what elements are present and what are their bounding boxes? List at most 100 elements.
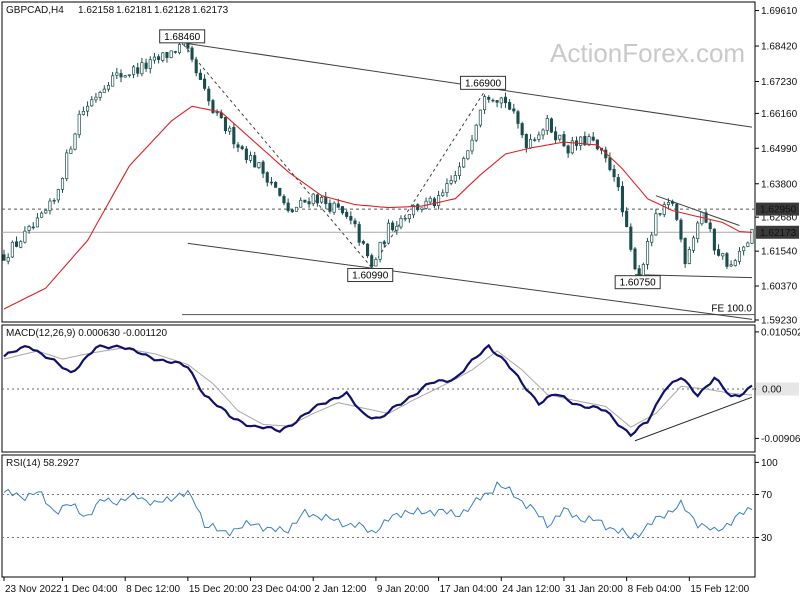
- candle-body: [386, 222, 390, 244]
- candle-body: [357, 224, 361, 243]
- candle-body: [23, 230, 27, 243]
- price-annotation-box: [159, 29, 206, 44]
- x-tick-label: 23 Nov 2022: [5, 584, 62, 595]
- macd-signal-line: [3, 347, 753, 428]
- candle-body: [27, 226, 31, 231]
- candle-body: [81, 111, 85, 115]
- price-annotation-label: 1.68460: [164, 32, 201, 43]
- price-trendline-fib-dashed: [183, 44, 373, 268]
- candle-body: [19, 241, 23, 248]
- candle-body: [457, 166, 462, 176]
- candle-body: [345, 211, 349, 217]
- candle-body: [361, 241, 365, 244]
- candle-body: [278, 187, 282, 196]
- candle-body: [666, 202, 670, 205]
- price-trendline-triangle-upper: [655, 195, 740, 226]
- candle-body: [508, 102, 512, 110]
- macd-y-tick-label: 0.010502: [761, 327, 800, 338]
- macd-panel-frame: [1, 324, 756, 453]
- candle-body: [449, 180, 453, 184]
- candle-body: [211, 100, 215, 113]
- x-tick-label: 1 Dec 04:00: [64, 584, 118, 595]
- candle-body: [658, 213, 662, 215]
- candle-body: [44, 210, 48, 214]
- price-right-label: 1.62950: [760, 205, 797, 216]
- candle-body: [704, 212, 708, 223]
- candle-body: [570, 140, 574, 154]
- price-right-label-box: [756, 225, 799, 239]
- candle-body: [428, 197, 432, 203]
- candle-body: [94, 96, 98, 101]
- candle-body: [750, 228, 754, 244]
- candle-body: [478, 109, 482, 126]
- candle-body: [240, 146, 244, 150]
- x-tick-label: 24 Jan 12:00: [502, 584, 560, 595]
- price-trendline-triangle-lower: [634, 274, 753, 279]
- candle-body: [282, 195, 286, 204]
- price-annotation-box: [614, 275, 661, 290]
- rsi-panel-frame: [1, 454, 756, 578]
- candle-body: [462, 158, 466, 168]
- price-y-tick-label: 1.62680: [761, 213, 798, 224]
- x-tick-label: 9 Jan 20:00: [377, 584, 430, 595]
- x-tick-label: 2 Jan 12:00: [314, 584, 367, 595]
- candle-body: [483, 96, 487, 111]
- candle-body: [729, 264, 733, 267]
- candle-body: [274, 181, 278, 188]
- candle-body: [554, 131, 558, 141]
- candle-body: [165, 51, 169, 59]
- candle-body: [127, 74, 131, 76]
- price-y-tick-label: 1.64990: [761, 144, 798, 155]
- candle-body: [90, 99, 94, 107]
- candle-body: [244, 148, 248, 161]
- candle-body: [403, 217, 407, 220]
- candle-body: [541, 129, 545, 136]
- rsi-label: RSI(14) 58.2927: [6, 458, 80, 469]
- candle-body: [683, 238, 687, 265]
- candle-body: [290, 209, 294, 213]
- candle-body: [499, 97, 503, 104]
- candle-body: [102, 88, 106, 93]
- macd-label: MACD(12,26,9) 0.000630 -0.001120: [6, 328, 167, 339]
- candle-body: [115, 72, 119, 76]
- price-y-tick-label: 1.59230: [761, 316, 798, 327]
- candle-body: [641, 264, 645, 277]
- candle-body: [679, 219, 683, 240]
- candle-body: [152, 56, 156, 61]
- candle-body: [549, 118, 553, 133]
- candle-body: [332, 202, 336, 213]
- candle-body: [340, 206, 345, 214]
- candle-body: [136, 67, 140, 74]
- moving-average-line: [3, 105, 753, 310]
- candle-body: [35, 217, 39, 228]
- candle-body: [311, 193, 315, 205]
- fe100-label: FE 100.0: [711, 304, 752, 315]
- candle-body: [528, 138, 533, 149]
- candle-body: [717, 249, 721, 256]
- candle-body: [633, 248, 637, 270]
- candle-body: [307, 201, 311, 205]
- price-annotation-box: [460, 75, 507, 90]
- candle-body: [533, 139, 537, 141]
- candle-body: [203, 78, 207, 89]
- candle-body: [432, 198, 436, 207]
- candle-body: [52, 199, 56, 202]
- macd-support-trendline: [634, 396, 753, 442]
- candle-body: [299, 199, 303, 208]
- x-axis: 23 Nov 2022 1 Dec 04:00 8 Dec 12:00 15 Dec …: [3, 577, 750, 595]
- price-y-tick-label: 1.69610: [761, 6, 798, 17]
- candle-body: [512, 108, 516, 112]
- candle-body: [148, 59, 152, 69]
- candle-body: [708, 222, 712, 230]
- candle-body: [654, 213, 658, 236]
- candle-body: [746, 242, 750, 247]
- price-right-label: 1.62173: [760, 228, 797, 239]
- price-y-tick-label: 1.60370: [761, 282, 798, 293]
- candle-body: [441, 192, 445, 196]
- candle-body: [474, 124, 478, 141]
- candle-body: [491, 99, 495, 102]
- candle-body: [324, 196, 328, 205]
- candle-body: [608, 157, 612, 170]
- candle-body: [374, 259, 378, 267]
